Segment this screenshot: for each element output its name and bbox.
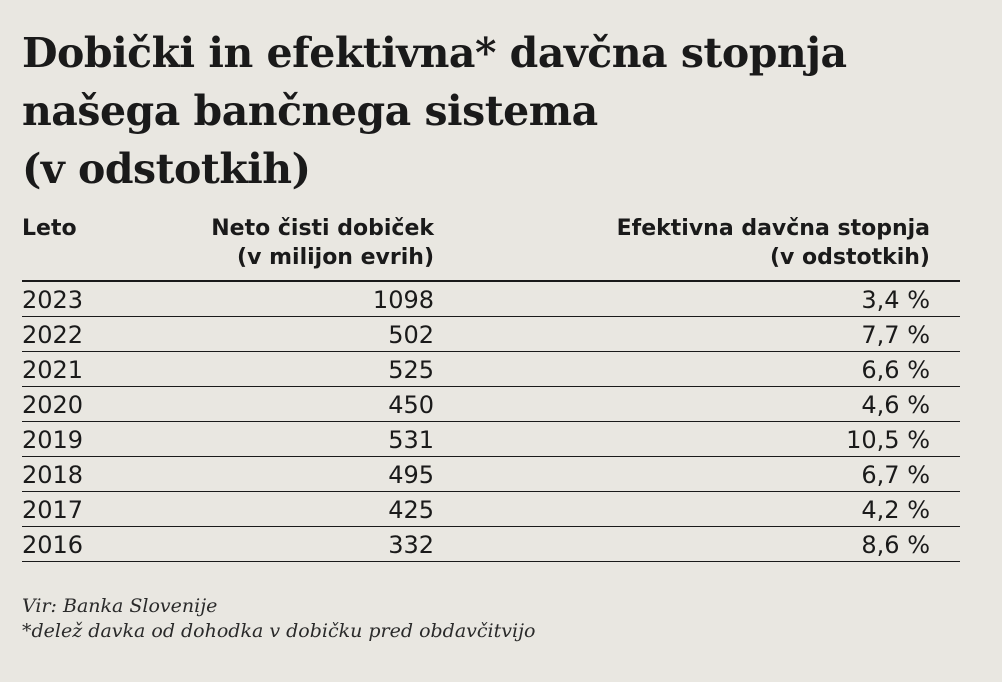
cell-tax: 6,6 % [861, 356, 930, 384]
cell-tax: 6,7 % [861, 461, 930, 489]
cell-year: 2023 [22, 286, 84, 314]
table-row: 2021 525 6,6 % [22, 352, 960, 387]
footnote: *delež davka od dohodka v dobičku pred o… [22, 620, 536, 642]
cell-year: 2016 [22, 531, 84, 559]
column-header-tax-unit: (v odstotkih) [769, 245, 930, 270]
cell-tax: 4,6 % [861, 391, 930, 419]
cell-tax: 8,6 % [861, 531, 930, 559]
table-row: 2018 495 6,7 % [22, 457, 960, 492]
table-row: 2019 531 10,5 % [22, 422, 960, 457]
cell-year: 2022 [22, 321, 84, 349]
chart-title: Dobički in efektivna* davčna stopnja naš… [22, 24, 972, 198]
cell-tax: 10,5 % [846, 426, 930, 454]
column-header-tax-label: Efektivna davčna stopnja [616, 216, 930, 241]
cell-year: 2020 [22, 391, 84, 419]
column-header-profit: Neto čisti dobiček (v milijon evrih) [211, 214, 434, 272]
cell-profit: 525 [388, 356, 434, 384]
table-header: Leto Neto čisti dobiček (v milijon evrih… [22, 208, 960, 282]
data-table: Leto Neto čisti dobiček (v milijon evrih… [22, 208, 960, 562]
cell-profit: 332 [388, 531, 434, 559]
source-note: Vir: Banka Slovenije [22, 595, 218, 617]
title-line-3: (v odstotkih) [22, 145, 311, 193]
cell-tax: 7,7 % [861, 321, 930, 349]
cell-tax: 4,2 % [861, 496, 930, 524]
column-header-profit-label: Neto čisti dobiček [211, 216, 434, 241]
table-row: 2020 450 4,6 % [22, 387, 960, 422]
title-line-2: našega bančnega sistema [22, 87, 598, 135]
cell-year: 2021 [22, 356, 84, 384]
cell-profit: 531 [388, 426, 434, 454]
column-header-year: Leto [22, 214, 77, 243]
column-header-tax: Efektivna davčna stopnja (v odstotkih) [617, 214, 930, 272]
cell-year: 2017 [22, 496, 84, 524]
cell-profit: 1098 [372, 286, 434, 314]
title-line-1: Dobički in efektivna* davčna stopnja [22, 29, 847, 77]
column-header-year-label: Leto [22, 216, 77, 241]
table-row: 2016 332 8,6 % [22, 527, 960, 562]
table-body: 2023 1098 3,4 % 2022 502 7,7 % 2021 525 6,6 % 202… [22, 282, 960, 562]
notes: Vir: Banka Slovenije *delež davka od doh… [22, 594, 535, 644]
cell-profit: 450 [388, 391, 434, 419]
cell-year: 2018 [22, 461, 84, 489]
cell-tax: 3,4 % [861, 286, 930, 314]
cell-profit: 425 [388, 496, 434, 524]
cell-profit: 502 [388, 321, 434, 349]
column-header-profit-unit: (v milijon evrih) [237, 245, 434, 270]
cell-year: 2019 [22, 426, 84, 454]
table-row: 2023 1098 3,4 % [22, 282, 960, 317]
table-row: 2022 502 7,7 % [22, 317, 960, 352]
cell-profit: 495 [388, 461, 434, 489]
table-row: 2017 425 4,2 % [22, 492, 960, 527]
